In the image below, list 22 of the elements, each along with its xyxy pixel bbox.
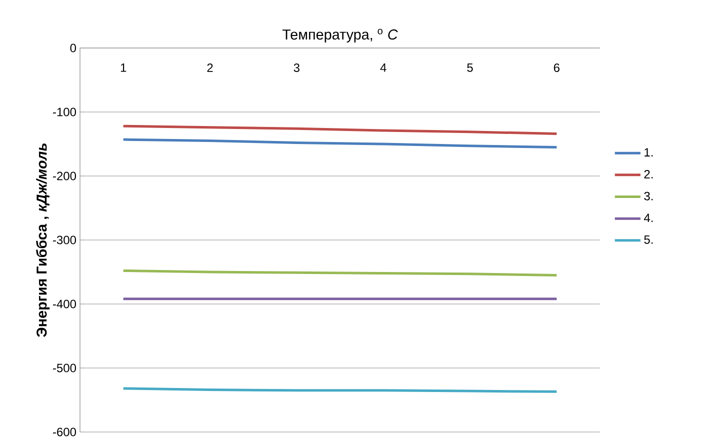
legend-label: 5. bbox=[644, 235, 653, 244]
line-series bbox=[122, 124, 558, 136]
line-series bbox=[122, 138, 558, 148]
legend-label: 3. bbox=[644, 192, 653, 200]
y-tick-label: -100 bbox=[52, 108, 76, 116]
y-tick-label: 0 bbox=[70, 44, 76, 52]
x-tick-label: 1 bbox=[120, 64, 126, 72]
legend-label: 4. bbox=[644, 214, 653, 222]
y-tick-label: -500 bbox=[52, 364, 76, 372]
x-tick-label: 4 bbox=[380, 64, 386, 72]
legend-label: 2. bbox=[644, 170, 653, 178]
y-tick-label: -600 bbox=[52, 428, 76, 436]
y-tick-label: -200 bbox=[52, 172, 76, 180]
x-axis-title: Температура, $^{o}$ C bbox=[282, 28, 398, 42]
y-axis-title: Энергия Гиббса , кДж/моль bbox=[36, 143, 50, 337]
y-tick-label: -400 bbox=[52, 300, 76, 308]
x-tick-label: 3 bbox=[294, 64, 300, 72]
x-tick-label: 6 bbox=[554, 64, 560, 72]
x-tick-label: 2 bbox=[207, 64, 213, 72]
x-tick-label: 5 bbox=[467, 64, 473, 72]
legend-label: 1. bbox=[644, 148, 653, 156]
y-tick-label: -300 bbox=[52, 236, 76, 244]
